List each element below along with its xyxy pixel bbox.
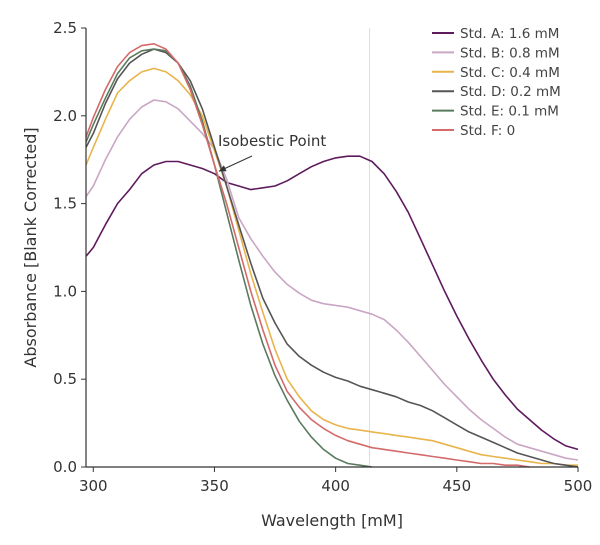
- y-tick-label: 2.5: [53, 19, 77, 37]
- legend: Std. A: 1.6 mM Std. B: 0.8 mM Std. C: 0.4 …: [432, 26, 561, 139]
- legend-label: Std. C: 0.4 mM: [460, 65, 560, 81]
- axis-layer: [85, 28, 578, 468]
- x-ticks: 300 350 400 450 500: [79, 467, 592, 495]
- legend-label: Std. D: 0.2 mM: [460, 84, 561, 100]
- y-tick-label: 0.0: [53, 458, 77, 476]
- y-ticks: 0.0 0.5 1.0 1.5 2.0 2.5: [53, 19, 86, 476]
- series-line: [85, 155, 579, 451]
- series-line: [85, 43, 530, 468]
- series-line: [85, 48, 579, 468]
- y-tick-label: 1.5: [53, 195, 77, 213]
- x-tick-label: 300: [79, 477, 108, 495]
- x-tick-label: 500: [564, 477, 593, 495]
- legend-label: Std. E: 0.1 mM: [460, 104, 559, 120]
- y-tick-label: 1.0: [53, 282, 77, 300]
- annotation-text: Isobestic Point: [218, 132, 326, 150]
- x-axis-title: Wavelength [mM]: [261, 511, 403, 530]
- x-tick-label: 350: [200, 477, 229, 495]
- y-axis-title: Absorbance [Blank Corrected]: [21, 127, 40, 367]
- y-tick-label: 0.5: [53, 370, 77, 388]
- series-layer: [85, 43, 579, 468]
- legend-label: Std. B: 0.8 mM: [460, 45, 560, 61]
- x-tick-label: 400: [321, 477, 350, 495]
- series-line: [85, 48, 373, 468]
- legend-label: Std. F: 0: [460, 123, 515, 139]
- series-line: [85, 67, 578, 466]
- series-line: [85, 99, 579, 461]
- annotation: Isobestic Point: [218, 132, 326, 172]
- y-tick-label: 2.0: [53, 107, 77, 125]
- legend-label: Std. A: 1.6 mM: [460, 26, 559, 42]
- annotation-arrow-head: [218, 165, 227, 172]
- x-tick-label: 450: [442, 477, 471, 495]
